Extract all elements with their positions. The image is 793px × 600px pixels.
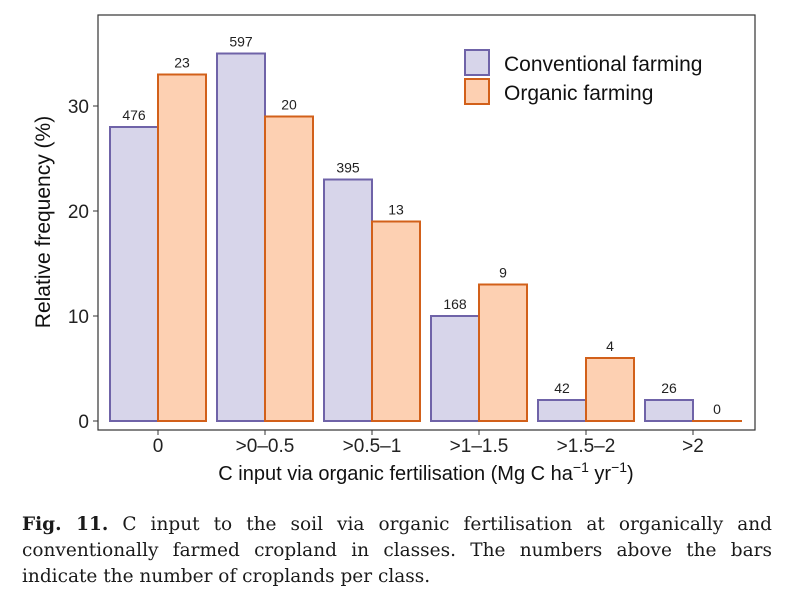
legend-label-conventional: Conventional farming <box>504 53 702 76</box>
x-tick-label: >0.5–1 <box>343 436 402 457</box>
bar-count-label: 26 <box>661 380 677 396</box>
y-tick-label: 10 <box>68 307 89 328</box>
figure-caption: Fig. 11. C input to the soil via organic… <box>22 512 772 590</box>
legend-swatch-organic <box>464 78 490 105</box>
bar-chart: 476 23 597 20 395 13 168 9 42 4 26 0 0 10 20 30 0 >0–0.… <box>32 14 756 485</box>
bar-count-label: 597 <box>229 34 253 50</box>
bar-count-label: 20 <box>281 97 297 113</box>
legend: Conventional farming Organic farming <box>464 49 702 105</box>
bar-conventional <box>537 399 587 422</box>
bar-count-label: 395 <box>336 160 360 176</box>
y-tick-label: 0 <box>78 412 89 433</box>
bar-conventional <box>644 399 694 422</box>
bar-conventional <box>216 52 266 422</box>
bar-organic <box>264 115 314 422</box>
bar-organic <box>371 220 421 422</box>
x-tick-label: >1–1.5 <box>450 436 509 457</box>
bar-count-label: 42 <box>554 380 570 396</box>
caption-label: Fig. 11. <box>22 514 109 535</box>
y-tick-label: 20 <box>68 202 89 223</box>
legend-swatch-conventional <box>464 49 490 76</box>
bar-count-label: 9 <box>499 265 507 281</box>
bar-count-label: 4 <box>606 338 614 354</box>
bar-count-label: 23 <box>174 55 190 71</box>
bar-count-label: 168 <box>443 296 467 312</box>
bar-organic <box>585 357 635 422</box>
caption-text: C input to the soil via organic fertilis… <box>22 514 772 587</box>
bar-count-label: 476 <box>122 107 146 123</box>
plot-frame <box>97 14 756 431</box>
bar-conventional <box>109 126 159 422</box>
x-tick-label: 0 <box>153 436 164 457</box>
x-axis-title: C input via organic fertilisation (Mg C … <box>218 459 633 485</box>
bar-count-label: 13 <box>388 202 404 218</box>
x-tick-label: >0–0.5 <box>236 436 295 457</box>
y-tick-label: 30 <box>68 97 89 118</box>
bar-organic <box>478 283 528 422</box>
bar-conventional <box>430 315 480 422</box>
bar-count-label: 0 <box>713 401 721 417</box>
x-tick-label: >1.5–2 <box>557 436 616 457</box>
bar-organic <box>157 73 207 422</box>
x-tick-label: >2 <box>682 436 704 457</box>
bar-conventional <box>323 178 373 422</box>
legend-label-organic: Organic farming <box>504 82 653 105</box>
y-axis-title: Relative frequency (%) <box>32 116 55 328</box>
